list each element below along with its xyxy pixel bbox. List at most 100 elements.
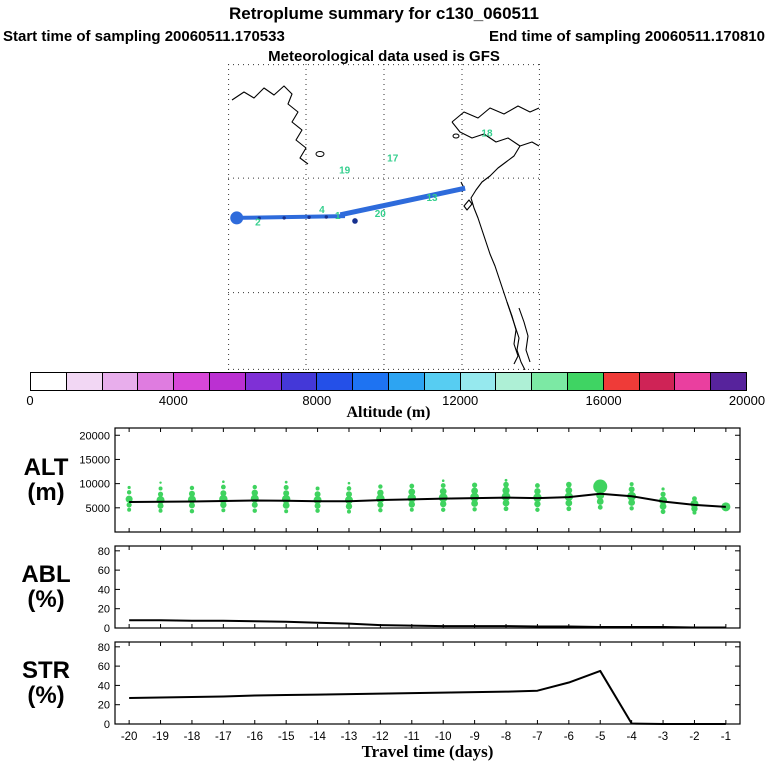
met-data-label: Meteorological data used is GFS: [268, 48, 500, 65]
alt-bubble: [344, 496, 353, 505]
trajectory-marker-label: 13: [426, 193, 438, 204]
alt-line: [129, 492, 726, 508]
alt-bubble: [660, 509, 666, 515]
abl-panel-label-text: ABL: [21, 561, 71, 588]
alt-bubble: [378, 484, 383, 489]
trajectory-marker-layer: 2 41 20 13 19 17 18: [255, 129, 493, 229]
panel-abl: [114, 545, 741, 629]
panel-str: [114, 641, 741, 725]
alt-bubble: [565, 487, 573, 494]
colorbar-tick-row: 0 4000 8000 12000 16000 20000: [26, 393, 765, 408]
alt-bubble: [221, 508, 226, 513]
baja-peninsula: [506, 301, 519, 365]
trajectory-marker-label: 20: [375, 209, 387, 220]
alt-bubble: [504, 478, 508, 482]
y-tick-label: 5000: [86, 503, 110, 515]
alt-bubble: [534, 488, 541, 495]
y-tick-label: 60: [98, 565, 110, 577]
y-tick-label: 60: [98, 661, 110, 673]
x-tick-label: -5: [595, 731, 605, 743]
colorbar-tick-label: 8000: [302, 393, 332, 408]
colorbar-segment: [603, 373, 640, 390]
str-panel-label: STR (%): [8, 658, 84, 708]
alt-bubble: [315, 508, 320, 513]
alt-bubble: [441, 479, 445, 483]
alt-bubble: [127, 485, 131, 490]
colorbar-segment: [138, 373, 175, 390]
alt-bubble: [502, 499, 510, 507]
gulf-of-california-coast: [518, 307, 531, 363]
alt-bubble: [629, 482, 634, 487]
colorbar-tick-label: 20000: [728, 393, 766, 408]
colorbar-segment: [31, 373, 67, 390]
trajectory-dot: [257, 216, 261, 220]
alt-bubble: [313, 496, 322, 505]
alt-bubble: [127, 507, 132, 512]
alt-bubble: [188, 502, 195, 509]
y-tick-label: 40: [98, 584, 110, 596]
y-tick-label: 40: [98, 680, 110, 692]
alt-bubble: [439, 487, 447, 495]
trajectory-marker-label: 4: [319, 205, 325, 216]
alt-bubble: [189, 485, 195, 491]
colorbar-segment: [639, 373, 676, 390]
y-tick-label: 80: [98, 546, 110, 558]
alt-bubble: [502, 486, 510, 494]
alt-bubble: [565, 499, 573, 507]
alt-bubble: [284, 509, 289, 514]
x-tick-label: -15: [278, 731, 295, 743]
x-tick-label: -9: [469, 731, 479, 743]
alt-bubble: [377, 501, 384, 508]
x-tick-label: -1: [721, 731, 731, 743]
colorbar-segment: [532, 373, 568, 390]
alt-bubble: [440, 483, 446, 488]
alt-bubble: [660, 491, 666, 497]
x-tick-label: -13: [341, 731, 358, 743]
alt-bubble: [251, 501, 258, 508]
alt-bubble: [282, 501, 290, 509]
alt-panel-unit-text: (m): [27, 479, 65, 506]
colorbar-tick-label: 4000: [158, 393, 188, 408]
y-tick-label: 0: [104, 623, 110, 635]
trajectory-marker-label: 2: [255, 218, 261, 229]
alt-bubble: [629, 506, 634, 511]
x-tick-label: -17: [215, 731, 232, 743]
alt-bubble: [472, 507, 477, 512]
x-axis-title: Travel time (days): [361, 742, 494, 761]
x-tick-label: -10: [435, 731, 452, 743]
str-panel-unit-text: (%): [27, 682, 65, 709]
colorbar-segment: [102, 373, 139, 390]
abl-line: [129, 619, 726, 629]
trajectory-marker-label: 19: [339, 166, 351, 177]
x-tick-label: -8: [501, 731, 511, 743]
trajectory-dot: [324, 215, 328, 219]
alt-bubble: [409, 483, 415, 489]
y-tick-label: 20: [98, 700, 110, 712]
alt-bubble: [440, 500, 447, 508]
x-tick-label: -12: [372, 731, 389, 743]
coastline-west-coast: [470, 145, 526, 370]
alt-bubble: [597, 504, 603, 510]
start-time-label: Start time of sampling 20060511.170533: [3, 28, 285, 45]
x-tick-label: -2: [689, 731, 699, 743]
alt-bubble: [345, 503, 353, 510]
colorbar-segment: [711, 373, 746, 390]
alt-bubble: [378, 508, 383, 513]
trajectory-marker-label: 17: [387, 153, 399, 164]
page-title: Retroplume summary for c130_060511: [229, 4, 539, 23]
alt-bubble: [659, 502, 667, 510]
y-tick-label: 10000: [79, 479, 110, 491]
coastline-alaska-north: [451, 105, 540, 123]
coastline-layer: [231, 85, 540, 370]
alt-bubble: [566, 506, 572, 512]
alt-bubble: [126, 490, 132, 495]
alt-bubble: [314, 502, 321, 509]
alt-bubble: [535, 507, 540, 512]
trajectory-start-dot: [230, 211, 244, 225]
colorbar-segment: [209, 373, 246, 390]
alt-bubble: [441, 507, 446, 512]
colorbar-title: Altitude (m): [346, 404, 431, 421]
alt-panel-label: ALT (m): [8, 455, 84, 505]
x-tick-label: -4: [627, 731, 638, 743]
